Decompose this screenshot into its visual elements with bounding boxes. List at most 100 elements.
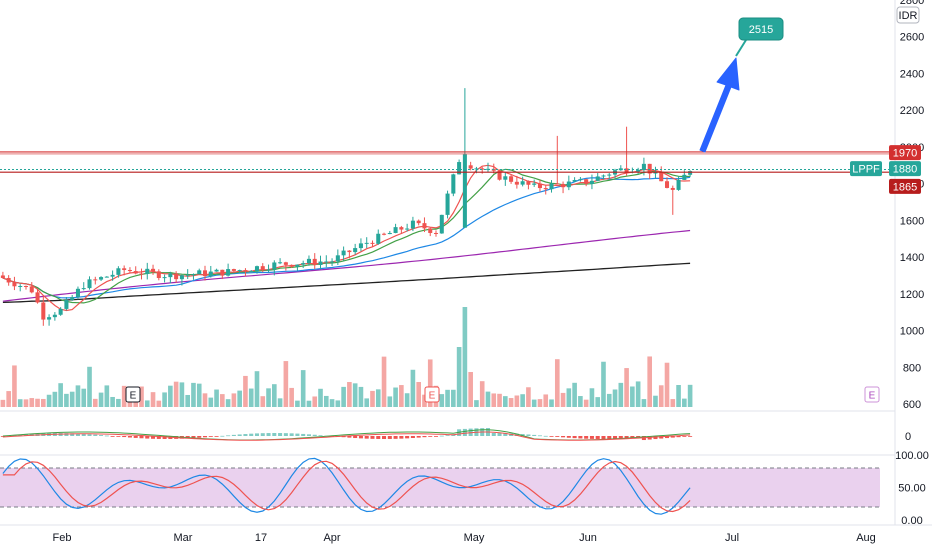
macd-histogram-bar (347, 436, 352, 438)
volume-bar (381, 356, 387, 407)
macd-histogram-bar (405, 436, 410, 439)
macd-histogram-bar (99, 435, 104, 436)
price-tick-label: 2200 (900, 105, 924, 117)
volume-bar (583, 399, 589, 407)
macd-histogram-bar (653, 436, 658, 440)
volume-bar (468, 372, 473, 407)
time-axis: Feb Mar 17 Apr May Jun Jul Aug (53, 532, 876, 544)
volume-bar (618, 382, 624, 407)
candle (353, 243, 358, 255)
candle (145, 262, 150, 280)
target-annotation[interactable]: 2515 (699, 17, 784, 153)
candle (520, 176, 525, 187)
volume-bar (560, 392, 566, 407)
candle (387, 230, 392, 235)
volume-bar (225, 399, 231, 407)
macd-histogram-bar (497, 433, 502, 436)
candle (584, 178, 589, 187)
macd-histogram-bar (601, 436, 606, 439)
candle (41, 296, 46, 326)
candle (393, 223, 398, 234)
volume-bar (687, 384, 693, 407)
time-tick-label: Feb (53, 532, 72, 544)
macd-histogram-bar (127, 436, 132, 438)
ma-20-line (2, 176, 691, 299)
candle (330, 258, 335, 266)
candle (670, 185, 675, 215)
macd-histogram-bar (220, 435, 225, 437)
candle (185, 269, 190, 279)
candle (35, 289, 40, 304)
candle (151, 264, 156, 275)
candle (514, 175, 519, 189)
macd-histogram-bar (353, 436, 358, 439)
candle (156, 269, 161, 281)
macd-histogram-bar (306, 434, 311, 436)
volume-bar (283, 361, 289, 407)
candle (451, 173, 456, 197)
candle (589, 174, 594, 190)
macd-histogram-bar (433, 436, 439, 437)
macd-histogram-bar (566, 436, 571, 438)
candle (52, 312, 57, 321)
rsi-pane (0, 457, 880, 515)
earnings-marker-1[interactable]: E (125, 386, 141, 403)
macd-histogram-bar (613, 436, 618, 439)
moving-averages (2, 164, 691, 312)
candle (497, 169, 502, 181)
volume-bar (543, 394, 549, 407)
volume-bar (173, 381, 179, 407)
earnings-marker-2[interactable]: E (424, 386, 440, 403)
volume-bar (635, 381, 641, 407)
resistance-price-label: 1970 (893, 148, 917, 160)
macd-histogram-bar (197, 436, 202, 438)
macd-histogram-bar (162, 436, 167, 439)
earnings-marker-3[interactable]: E (864, 386, 880, 403)
candle (428, 227, 433, 237)
last-price-tag: LPPF 1880 (850, 161, 921, 177)
volume-bar (364, 398, 370, 407)
volume-bar (589, 388, 595, 407)
price-tick-label: 1200 (900, 289, 924, 301)
candle (439, 214, 444, 234)
macd-histogram-bar (491, 433, 496, 436)
volume-bar (601, 361, 606, 407)
candle (179, 274, 184, 286)
macd-histogram-bar (260, 433, 265, 436)
price-axis: 2800260024002200200018001600140012001000… (895, 0, 929, 527)
currency-badge-box[interactable] (896, 6, 920, 24)
candle (532, 179, 537, 187)
volume-bar (179, 382, 185, 407)
macd-histogram-bar (318, 435, 323, 437)
time-tick-label: Apr (323, 532, 340, 544)
candle (647, 163, 652, 179)
candle (572, 177, 577, 183)
volume-bar (46, 394, 52, 407)
volume-bar (144, 400, 150, 407)
volume-bar (220, 394, 225, 407)
macd-histogram-bar (410, 436, 415, 439)
macd-histogram-bar (116, 436, 121, 437)
macd-histogram-bar (543, 435, 548, 437)
macd-histogram-bar (688, 436, 693, 437)
macd-histogram-bar (537, 435, 542, 437)
candle (306, 255, 311, 266)
macd-histogram-bar (572, 436, 577, 439)
time-tick-label: May (464, 532, 485, 544)
macd-histogram-bar (208, 436, 213, 437)
price-tick-label: 2600 (900, 32, 924, 44)
candle (416, 219, 421, 226)
volume-bar (156, 400, 162, 407)
macd-histogram-bar (151, 436, 156, 439)
candle (468, 161, 473, 171)
candle (607, 173, 612, 179)
macd-histogram-bar (191, 436, 196, 439)
volume-bar (318, 388, 323, 407)
earnings-marker-3-label: E (869, 391, 876, 402)
candle (318, 255, 323, 270)
ma-50-line (2, 229, 691, 302)
volume-bar (347, 382, 352, 407)
volume-bar (410, 369, 416, 407)
candle (226, 263, 231, 277)
